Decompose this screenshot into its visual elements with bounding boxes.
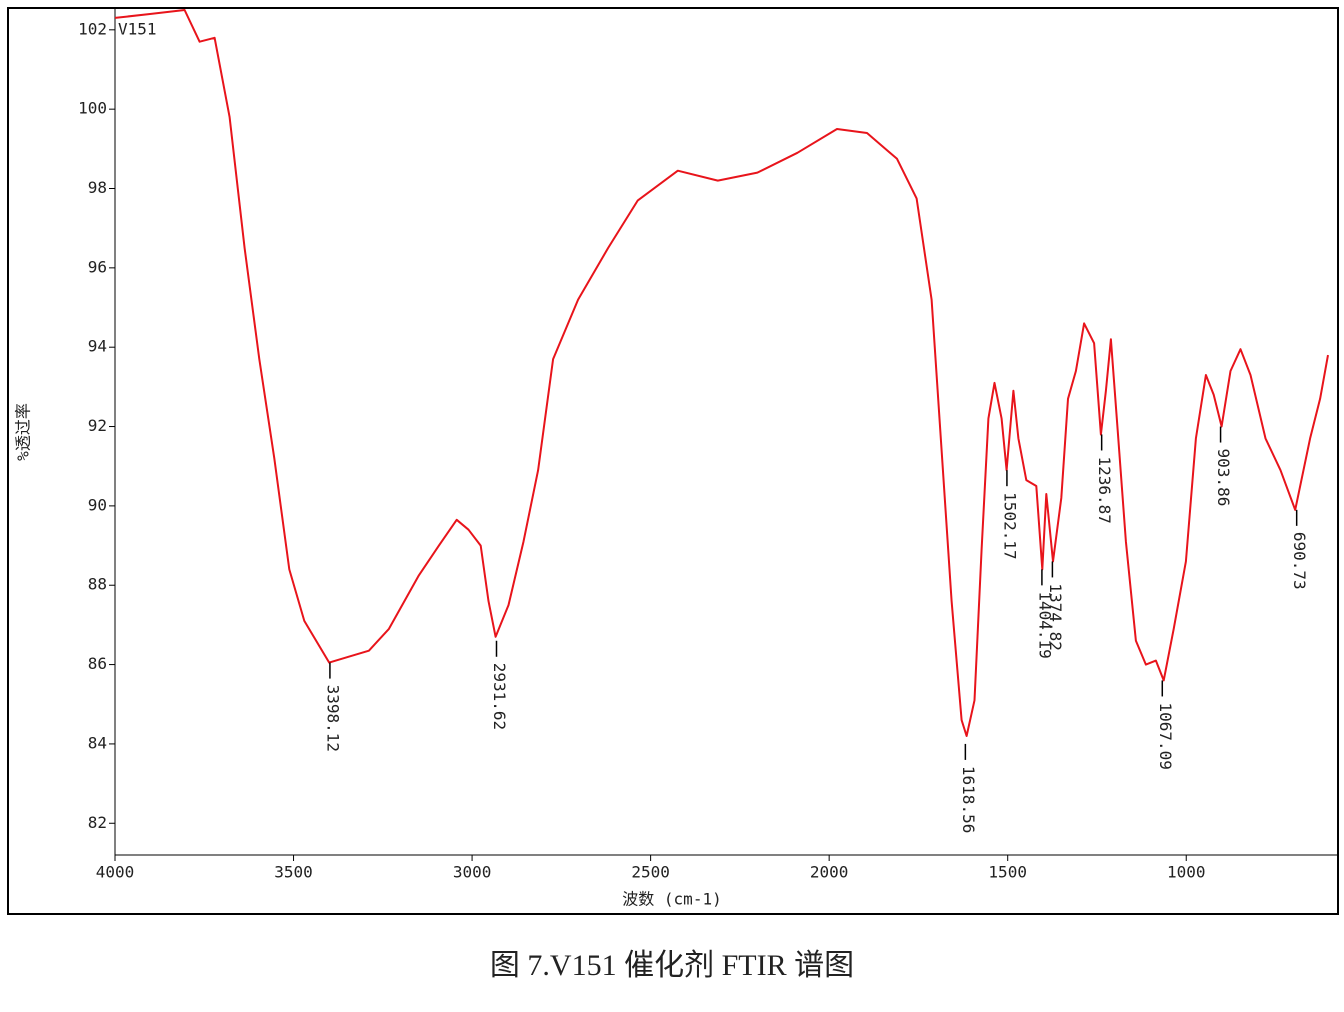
x-tick-label: 2000	[810, 863, 849, 882]
peak-label: 3398.12	[323, 685, 342, 752]
y-tick-label: 94	[88, 337, 107, 356]
spectrum-line	[114, 9, 1329, 737]
y-tick-label: 84	[88, 733, 107, 752]
peak-label: 903.86	[1214, 449, 1233, 507]
y-tick-label: 100	[78, 99, 107, 118]
peak-label: 690.73	[1290, 532, 1309, 590]
y-tick-label: 92	[88, 416, 107, 435]
y-axis-label: %透过率	[14, 403, 33, 461]
x-tick-label: 1500	[988, 863, 1027, 882]
x-tick-label: 3000	[453, 863, 492, 882]
peak-label: 1502.17	[1000, 492, 1019, 559]
x-tick-label: 2500	[631, 863, 670, 882]
frame	[7, 7, 1339, 915]
y-tick-label: 96	[88, 257, 107, 276]
peak-label: 1404.19	[1035, 591, 1054, 658]
y-tick-label: 90	[88, 495, 107, 514]
y-tick-label: 102	[78, 19, 107, 38]
chart-title: 图 7.V151 催化剂 FTIR 谱图	[490, 949, 854, 982]
x-tick-label: 1000	[1167, 863, 1206, 882]
annotation: V151	[118, 20, 157, 39]
y-tick-label: 82	[88, 813, 107, 832]
y-tick-label: 98	[88, 178, 107, 197]
x-tick-label: 3500	[274, 863, 313, 882]
x-axis-label: 波数 (cm-1)	[622, 890, 721, 909]
x-tick-label: 4000	[96, 863, 135, 882]
peak-label: 1236.87	[1095, 456, 1114, 523]
y-tick-label: 86	[88, 654, 107, 673]
peak-label: 1374.82	[1046, 583, 1065, 650]
peak-label: 1067.09	[1156, 702, 1175, 769]
peak-label: 1618.56	[959, 766, 978, 833]
y-tick-label: 88	[88, 575, 107, 594]
peak-label: 2931.62	[490, 663, 509, 730]
